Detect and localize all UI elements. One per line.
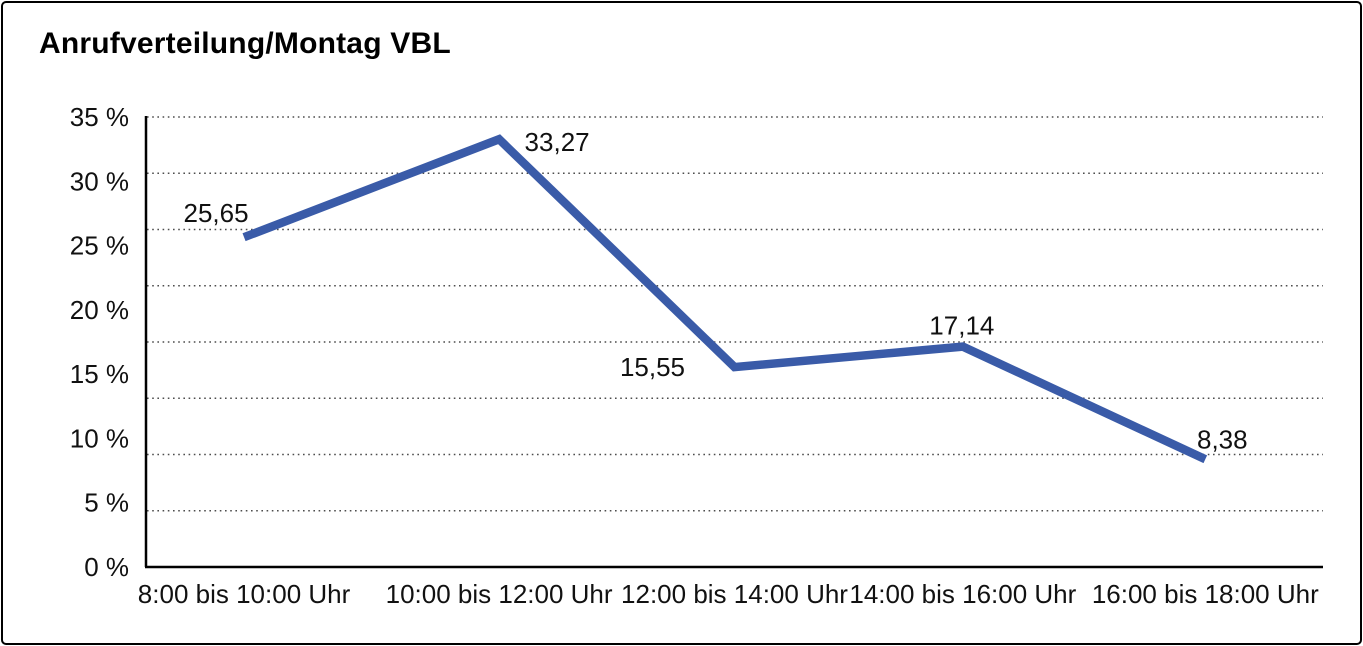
- data-point-label: 33,27: [525, 127, 590, 157]
- x-tick-label: 14:00 bis 16:00 Uhr: [849, 579, 1076, 609]
- y-tick-label: 5 %: [84, 488, 129, 518]
- y-tick-label: 30 %: [70, 166, 129, 196]
- data-point-label: 17,14: [929, 311, 994, 341]
- y-tick-label: 10 %: [70, 423, 129, 453]
- y-tick-label: 20 %: [70, 295, 129, 325]
- x-tick-label: 8:00 bis 10:00 Uhr: [138, 579, 351, 609]
- y-tick-label: 15 %: [70, 359, 129, 389]
- y-tick-label: 35 %: [70, 102, 129, 132]
- chart-title: Anrufverteilung/Montag VBL: [39, 27, 451, 60]
- data-point-label: 25,65: [184, 198, 249, 228]
- x-tick-label: 10:00 bis 12:00 Uhr: [386, 579, 613, 609]
- data-point-label: 8,38: [1197, 424, 1248, 454]
- x-tick-label: 12:00 bis 14:00 Uhr: [621, 579, 848, 609]
- x-tick-label: 16:00 bis 18:00 Uhr: [1092, 579, 1319, 609]
- data-line: [242, 134, 1208, 464]
- y-tick-label: 25 %: [70, 231, 129, 261]
- y-tick-label: 0 %: [84, 552, 129, 582]
- data-point-label: 15,55: [620, 352, 685, 382]
